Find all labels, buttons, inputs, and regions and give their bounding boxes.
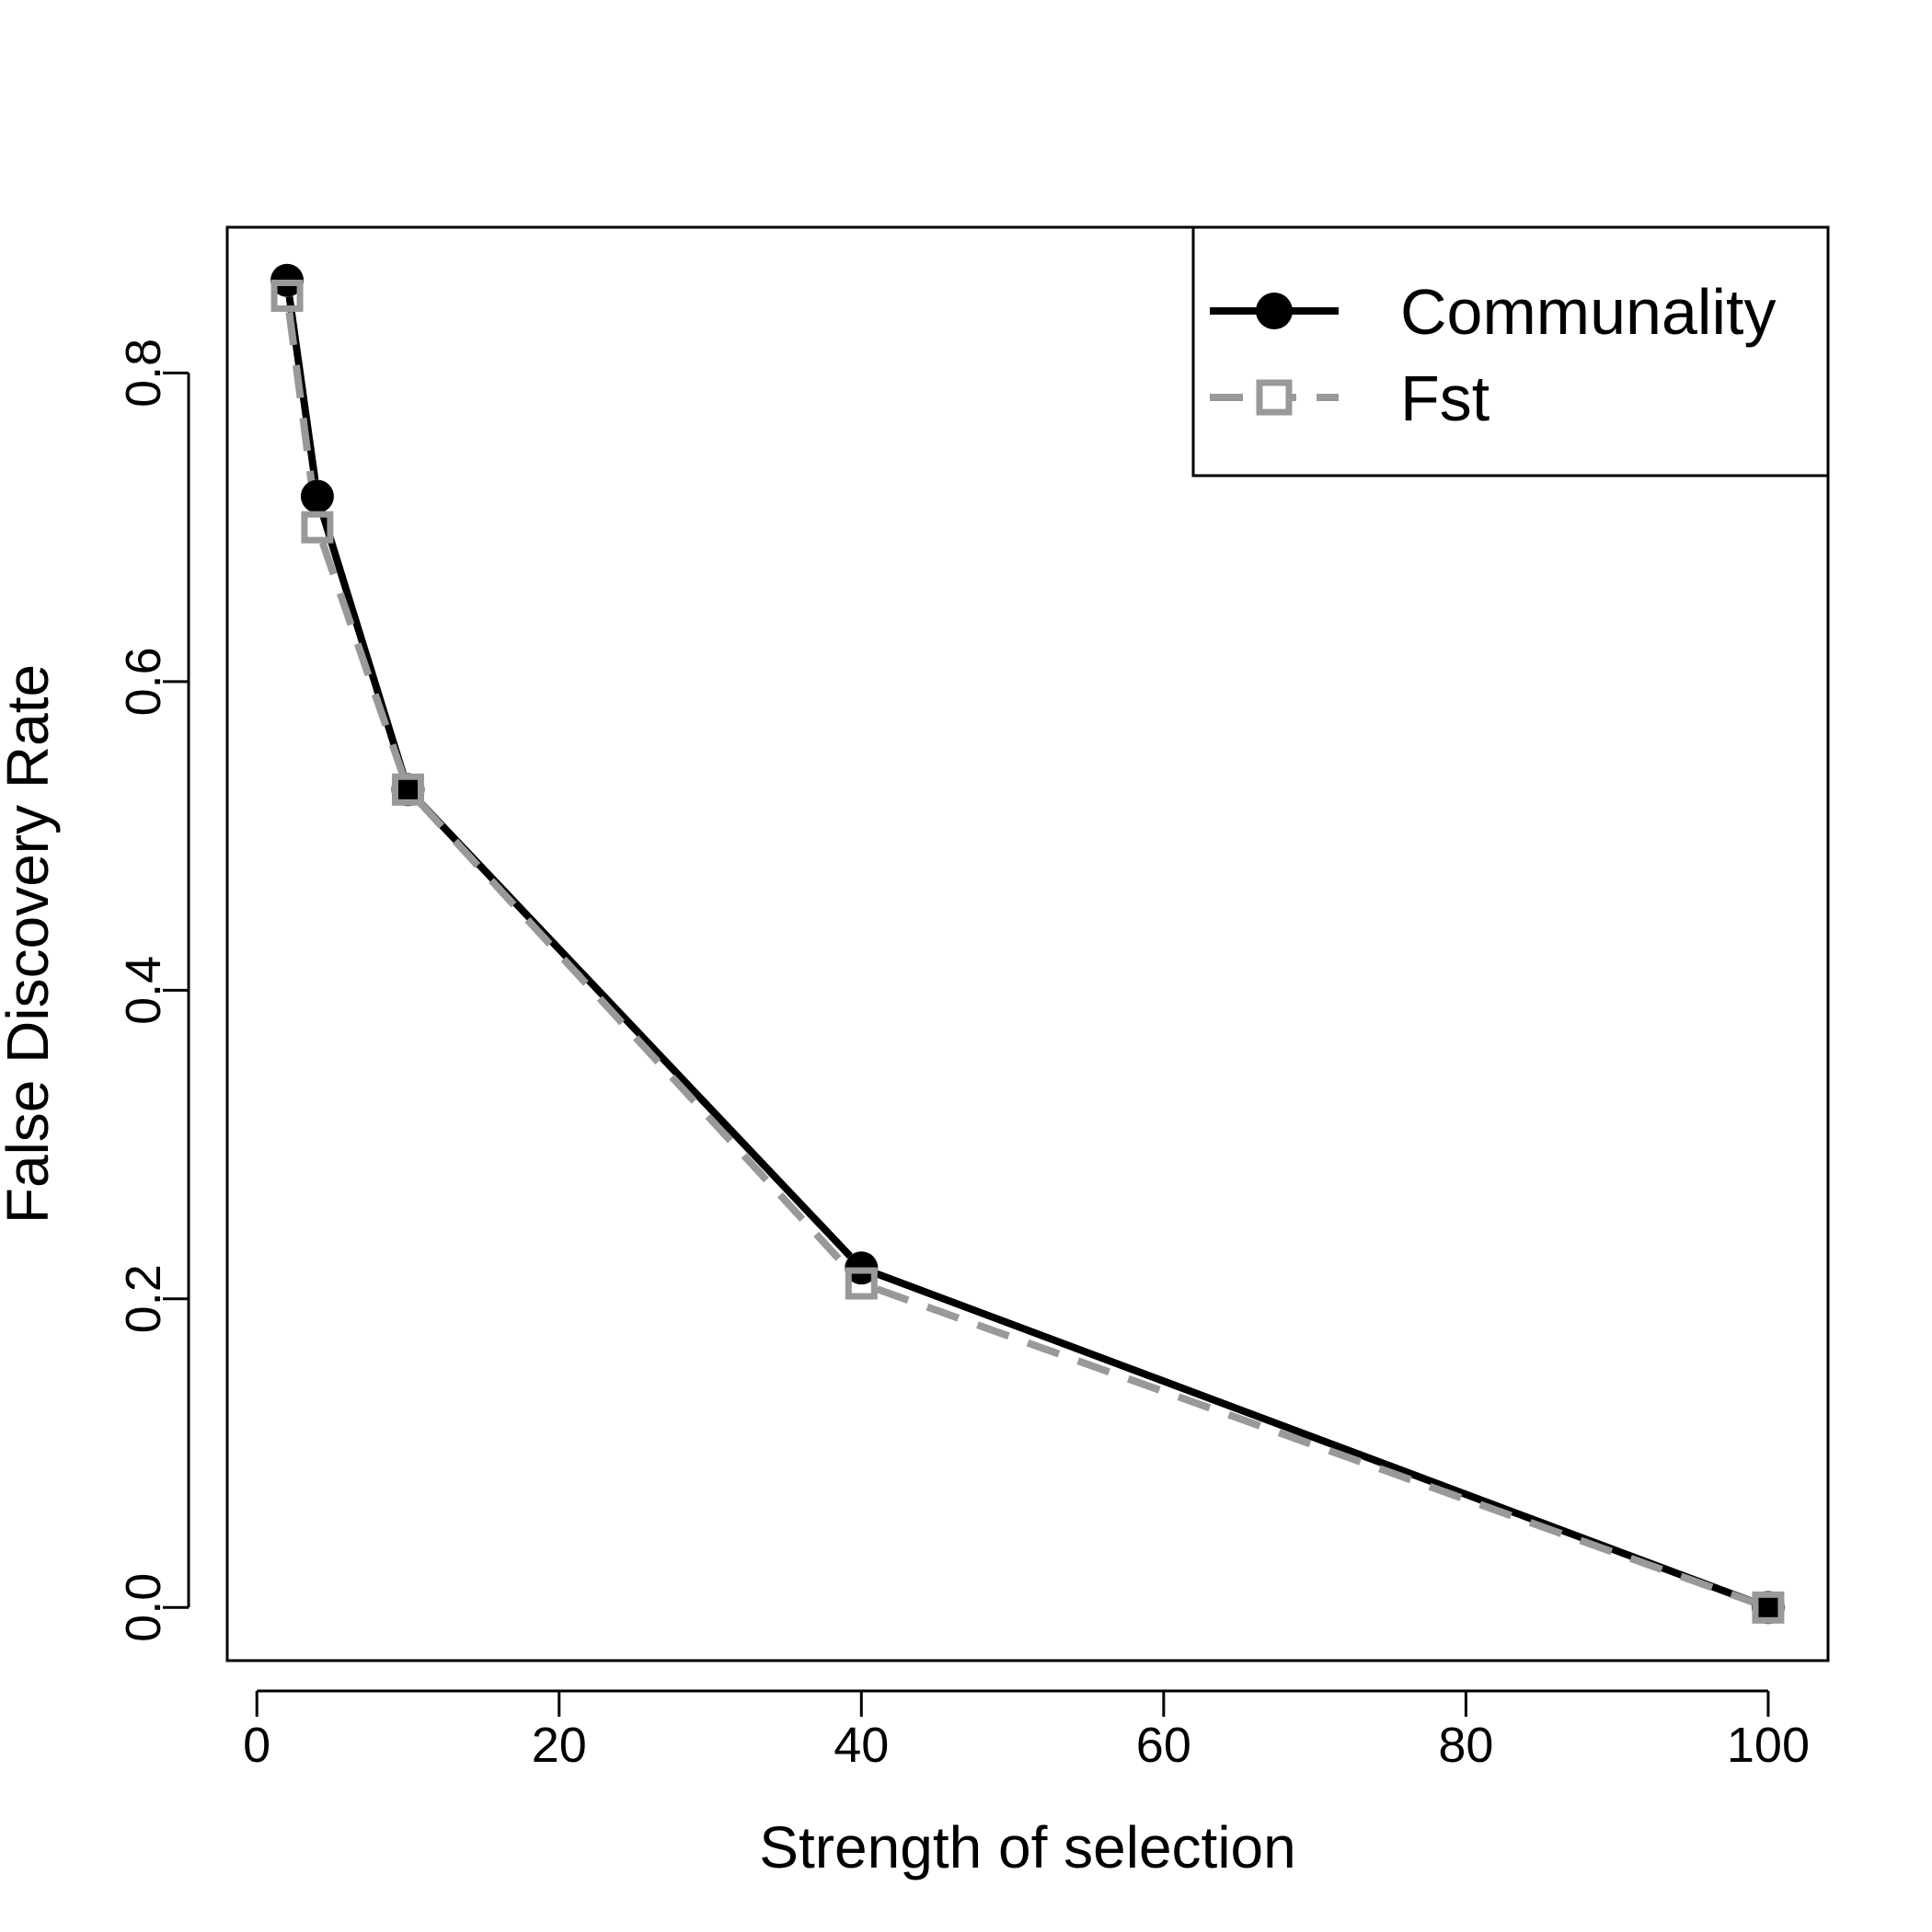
legend-label-communality: Communality xyxy=(1400,276,1776,348)
fst-point xyxy=(1752,1591,1785,1624)
legend: Communality Fst xyxy=(1191,225,1830,477)
communality-point xyxy=(1751,1591,1785,1625)
x-tick-label: 100 xyxy=(1727,1718,1810,1773)
x-tick-label: 60 xyxy=(1136,1718,1191,1773)
fst-point xyxy=(270,279,304,312)
plot-frame xyxy=(225,225,1830,1662)
fst-line-segment xyxy=(319,541,407,776)
fst-line-segment xyxy=(285,311,319,512)
fst-line-segment xyxy=(875,1285,1754,1606)
legend-swatch-marker-communality xyxy=(1256,293,1293,329)
y-tick-label: 0.2 xyxy=(116,1264,171,1333)
fst-point xyxy=(391,773,424,806)
x-tick-label: 80 xyxy=(1438,1718,1493,1773)
y-tick-label: 0.0 xyxy=(116,1573,171,1642)
x-axis: 0 20 40 60 80 100 xyxy=(243,1689,1810,1773)
communality-line-segment xyxy=(318,511,407,776)
x-axis-title: Strength of selection xyxy=(759,1814,1295,1880)
x-tick-label: 0 xyxy=(243,1718,270,1773)
fst-line-segment xyxy=(416,799,854,1274)
legend-label-fst: Fst xyxy=(1400,362,1489,434)
x-tick-label: 20 xyxy=(532,1718,587,1773)
fst-point xyxy=(845,1267,878,1300)
x-tick-label: 40 xyxy=(834,1718,889,1773)
y-tick-label: 0.6 xyxy=(116,647,171,716)
legend-swatch-marker-fst xyxy=(1256,379,1293,416)
communality-line-segment xyxy=(416,799,853,1259)
y-axis: 0.0 0.2 0.4 0.6 0.8 xyxy=(116,339,190,1642)
legend-entry-communality: Communality xyxy=(1210,276,1776,348)
communality-point xyxy=(300,479,334,513)
y-tick-label: 0.8 xyxy=(116,339,171,408)
fst-point xyxy=(301,511,334,544)
legend-entry-fst: Fst xyxy=(1210,362,1489,434)
communality-line-segment xyxy=(875,1270,1754,1605)
y-axis-title: False Discovery Rate xyxy=(0,664,61,1224)
communality-point xyxy=(391,773,425,807)
y-tick-label: 0.4 xyxy=(116,956,171,1025)
series-lines xyxy=(285,295,1754,1606)
series-markers xyxy=(270,263,1785,1625)
legend-box xyxy=(1191,225,1830,477)
